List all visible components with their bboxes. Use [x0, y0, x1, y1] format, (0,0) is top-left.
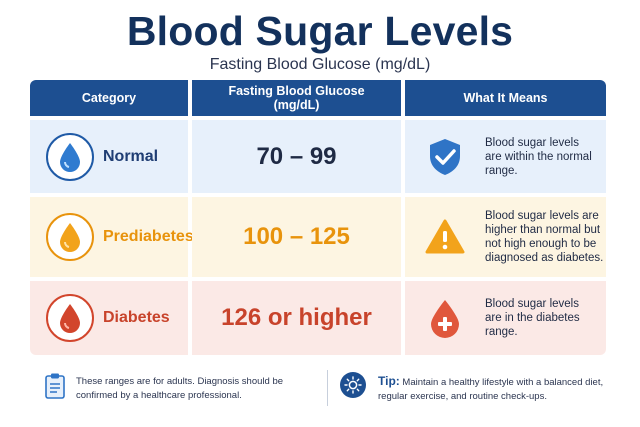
page-subtitle: Fasting Blood Glucose (mg/dL): [209, 56, 431, 73]
meaning-text: Blood sugar levels are in the diabetes r…: [485, 298, 580, 338]
table-row-normal-range: 70 – 99: [192, 120, 401, 193]
footer-tip: Tip: Maintain a healthy lifestyle with a…: [378, 374, 610, 404]
table-row-diabetes-category: Diabetes: [30, 281, 188, 355]
blood-drop-plus-icon: [431, 300, 459, 338]
footer-note: These ranges are for adults. Diagnosis s…: [76, 376, 284, 401]
table-row-normal-category: Normal: [30, 120, 188, 193]
column-header-glucose: Fasting Blood Glucose (mg/dL): [192, 80, 401, 116]
table-row-prediabetes-range: 100 – 125: [192, 197, 401, 277]
tip-text: Maintain a healthy lifestyle with a bala…: [378, 377, 604, 402]
prediabetes-badge: [46, 213, 94, 261]
column-header-category: Category: [30, 80, 188, 116]
table-row-prediabetes-category: Prediabetes: [30, 197, 194, 277]
meaning-text: Blood sugar levels are within the normal…: [485, 136, 592, 177]
shield-check-icon: [430, 138, 460, 175]
glucose-range: 126 or higher: [221, 304, 372, 331]
category-label: Diabetes: [103, 309, 170, 326]
meaning-text: Blood sugar levels are higher than norma…: [485, 210, 604, 264]
blood-drop-icon: [60, 304, 80, 333]
column-header-glucose-label: Fasting Blood Glucose (mg/dL): [228, 84, 365, 112]
footer-divider: [327, 370, 328, 406]
table-row-normal-meaning: Blood sugar levels are within the normal…: [405, 120, 606, 193]
category-label: Normal: [103, 147, 159, 165]
warning-triangle-icon: [425, 219, 465, 254]
table-row-diabetes-range: 126 or higher: [192, 281, 401, 355]
diabetes-badge: [46, 294, 94, 342]
column-header-meaning: What It Means: [405, 80, 606, 116]
tip-label: Tip:: [378, 374, 400, 388]
clipboard-icon: [44, 372, 66, 405]
glucose-range: 70 – 99: [256, 142, 337, 170]
category-label: Prediabetes: [103, 228, 194, 245]
page-title: Blood Sugar Levels: [126, 8, 514, 54]
sun-icon: [340, 372, 366, 398]
glucose-range: 100 – 125: [243, 223, 350, 250]
normal-badge: [46, 132, 94, 181]
table-row-prediabetes-meaning: Blood sugar levels are higher than norma…: [405, 197, 606, 277]
table-row-diabetes-meaning: Blood sugar levels are in the diabetes r…: [405, 281, 606, 355]
water-drop-icon: [60, 223, 80, 252]
water-drop-icon: [60, 142, 80, 172]
